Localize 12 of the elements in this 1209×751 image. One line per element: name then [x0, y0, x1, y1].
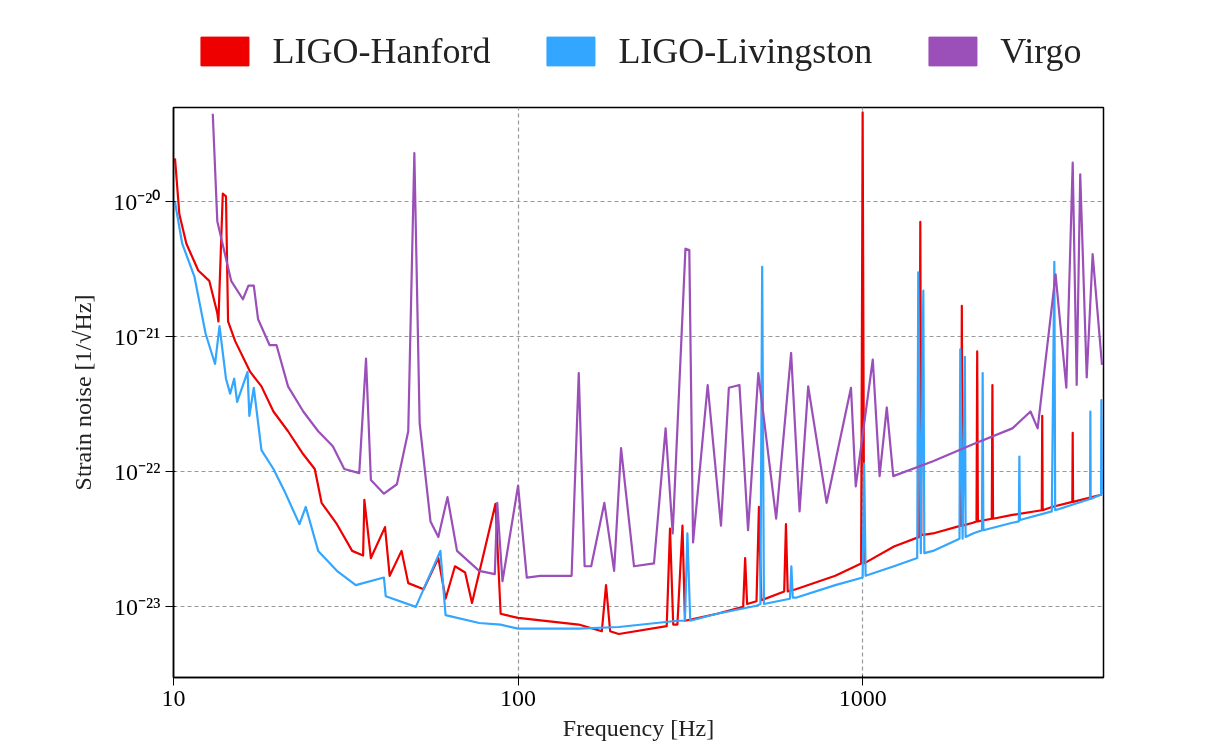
legend-label: LIGO-Livingston [618, 30, 873, 72]
x-axis-title: Frequency [Hz] [562, 714, 715, 741]
x-tick-label: 1000 [838, 684, 887, 711]
y-axis-title: Strain noise [1/√Hz] [70, 294, 97, 491]
legend-label: Virgo [1000, 30, 1082, 72]
legend-label: LIGO-Hanford [272, 30, 491, 72]
y-tick-label: 10⁻²⁰ [113, 188, 161, 215]
x-tick-label: 100 [500, 684, 537, 711]
y-tick-label: 10⁻²¹ [114, 323, 161, 350]
y-tick-label: 10⁻²³ [114, 593, 161, 620]
y-tick-label: 10⁻²² [114, 458, 161, 485]
x-tick-label: 10 [161, 684, 186, 711]
